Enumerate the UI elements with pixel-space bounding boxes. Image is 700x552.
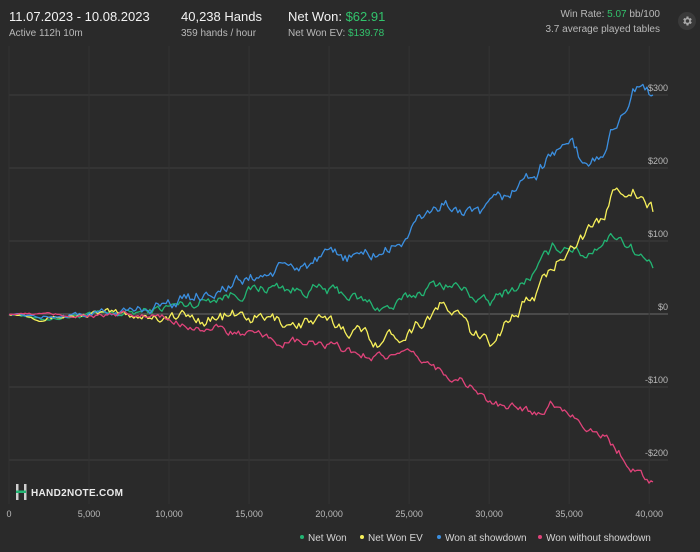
hands-block: 40,238 Hands 359 hands / hour [181,9,262,39]
net-won-value: $62.91 [345,9,386,24]
series-line [8,187,654,348]
stats-header: 11.07.2023 - 10.08.2023 Active 112h 10m … [0,0,700,46]
legend-label[interactable]: Won at showdown [445,533,527,544]
x-tick-label: 5,000 [78,509,101,519]
avg-tables: 3.7 average played tables [545,24,660,35]
legend: Net Won Net Won EV Won at showdown Won with… [300,533,651,544]
x-tick-label: 0 [6,509,11,519]
legend-label[interactable]: Won without showdown [546,533,651,544]
win-rate: Win Rate: 5.07 bb/100 [545,9,660,20]
y-tick-label: $0 [658,302,668,312]
legend-swatch [538,535,542,539]
x-tick-label: 15,000 [235,509,263,519]
date-block: 11.07.2023 - 10.08.2023 Active 112h 10m [9,9,150,39]
logo-bar-mid [16,490,26,493]
x-tick-label: 30,000 [475,509,503,519]
y-tick-label: $100 [648,229,668,239]
date-range: 11.07.2023 - 10.08.2023 [9,9,150,24]
legend-label[interactable]: Net Won EV [368,533,423,544]
win-rate-block: Win Rate: 5.07 bb/100 3.7 average played… [545,9,660,35]
settings-button[interactable] [678,12,696,30]
x-tick-label: 35,000 [555,509,583,519]
series-line [8,83,654,319]
net-won: Net Won: $62.91 [288,9,385,24]
win-rate-unit: bb/100 [626,9,660,20]
legend-swatch [300,535,304,539]
net-won-block: Net Won: $62.91 Net Won EV: $139.78 [288,9,385,39]
y-tick-label: $300 [648,83,668,93]
y-tick-label: -$200 [645,448,668,458]
hand2note-logo: HAND2NOTE.COM [16,484,123,500]
net-won-ev-label: Net Won EV: [288,28,349,39]
legend-label[interactable]: Net Won [308,533,347,544]
net-won-ev-value: $139.78 [348,28,385,39]
series-lines [8,83,654,484]
series-line [8,232,654,321]
legend-swatch [437,535,441,539]
y-tick-label: $200 [648,156,668,166]
series-line [8,310,654,484]
hands-per-hour: 359 hands / hour [181,28,257,39]
y-tick-label: -$100 [645,375,668,385]
x-tick-label: 25,000 [395,509,423,519]
net-won-label: Net Won: [288,9,346,24]
logo-text: HAND2NOTE.COM [31,488,123,499]
net-won-ev: Net Won EV: $139.78 [288,28,385,39]
gear-icon [683,16,692,26]
x-tick-label: 10,000 [155,509,183,519]
active-time: Active 112h 10m [9,28,83,39]
win-rate-value: 5.07 [607,9,627,20]
x-tick-label: 40,000 [635,509,663,519]
profit-chart: $300 $200 $100 $0 -$100 -$200 0 5,000 10,000 15,… [6,46,668,544]
hands-count: 40,238 Hands [181,9,262,24]
legend-swatch [360,535,364,539]
x-tick-label: 20,000 [315,509,343,519]
y-axis-ticks: $300 $200 $100 $0 -$100 -$200 [645,83,668,458]
x-axis-ticks: 0 5,000 10,000 15,000 20,000 25,000 30,000 35,0… [6,509,662,519]
win-rate-label: Win Rate: [560,9,608,20]
grid-lines [8,46,668,504]
